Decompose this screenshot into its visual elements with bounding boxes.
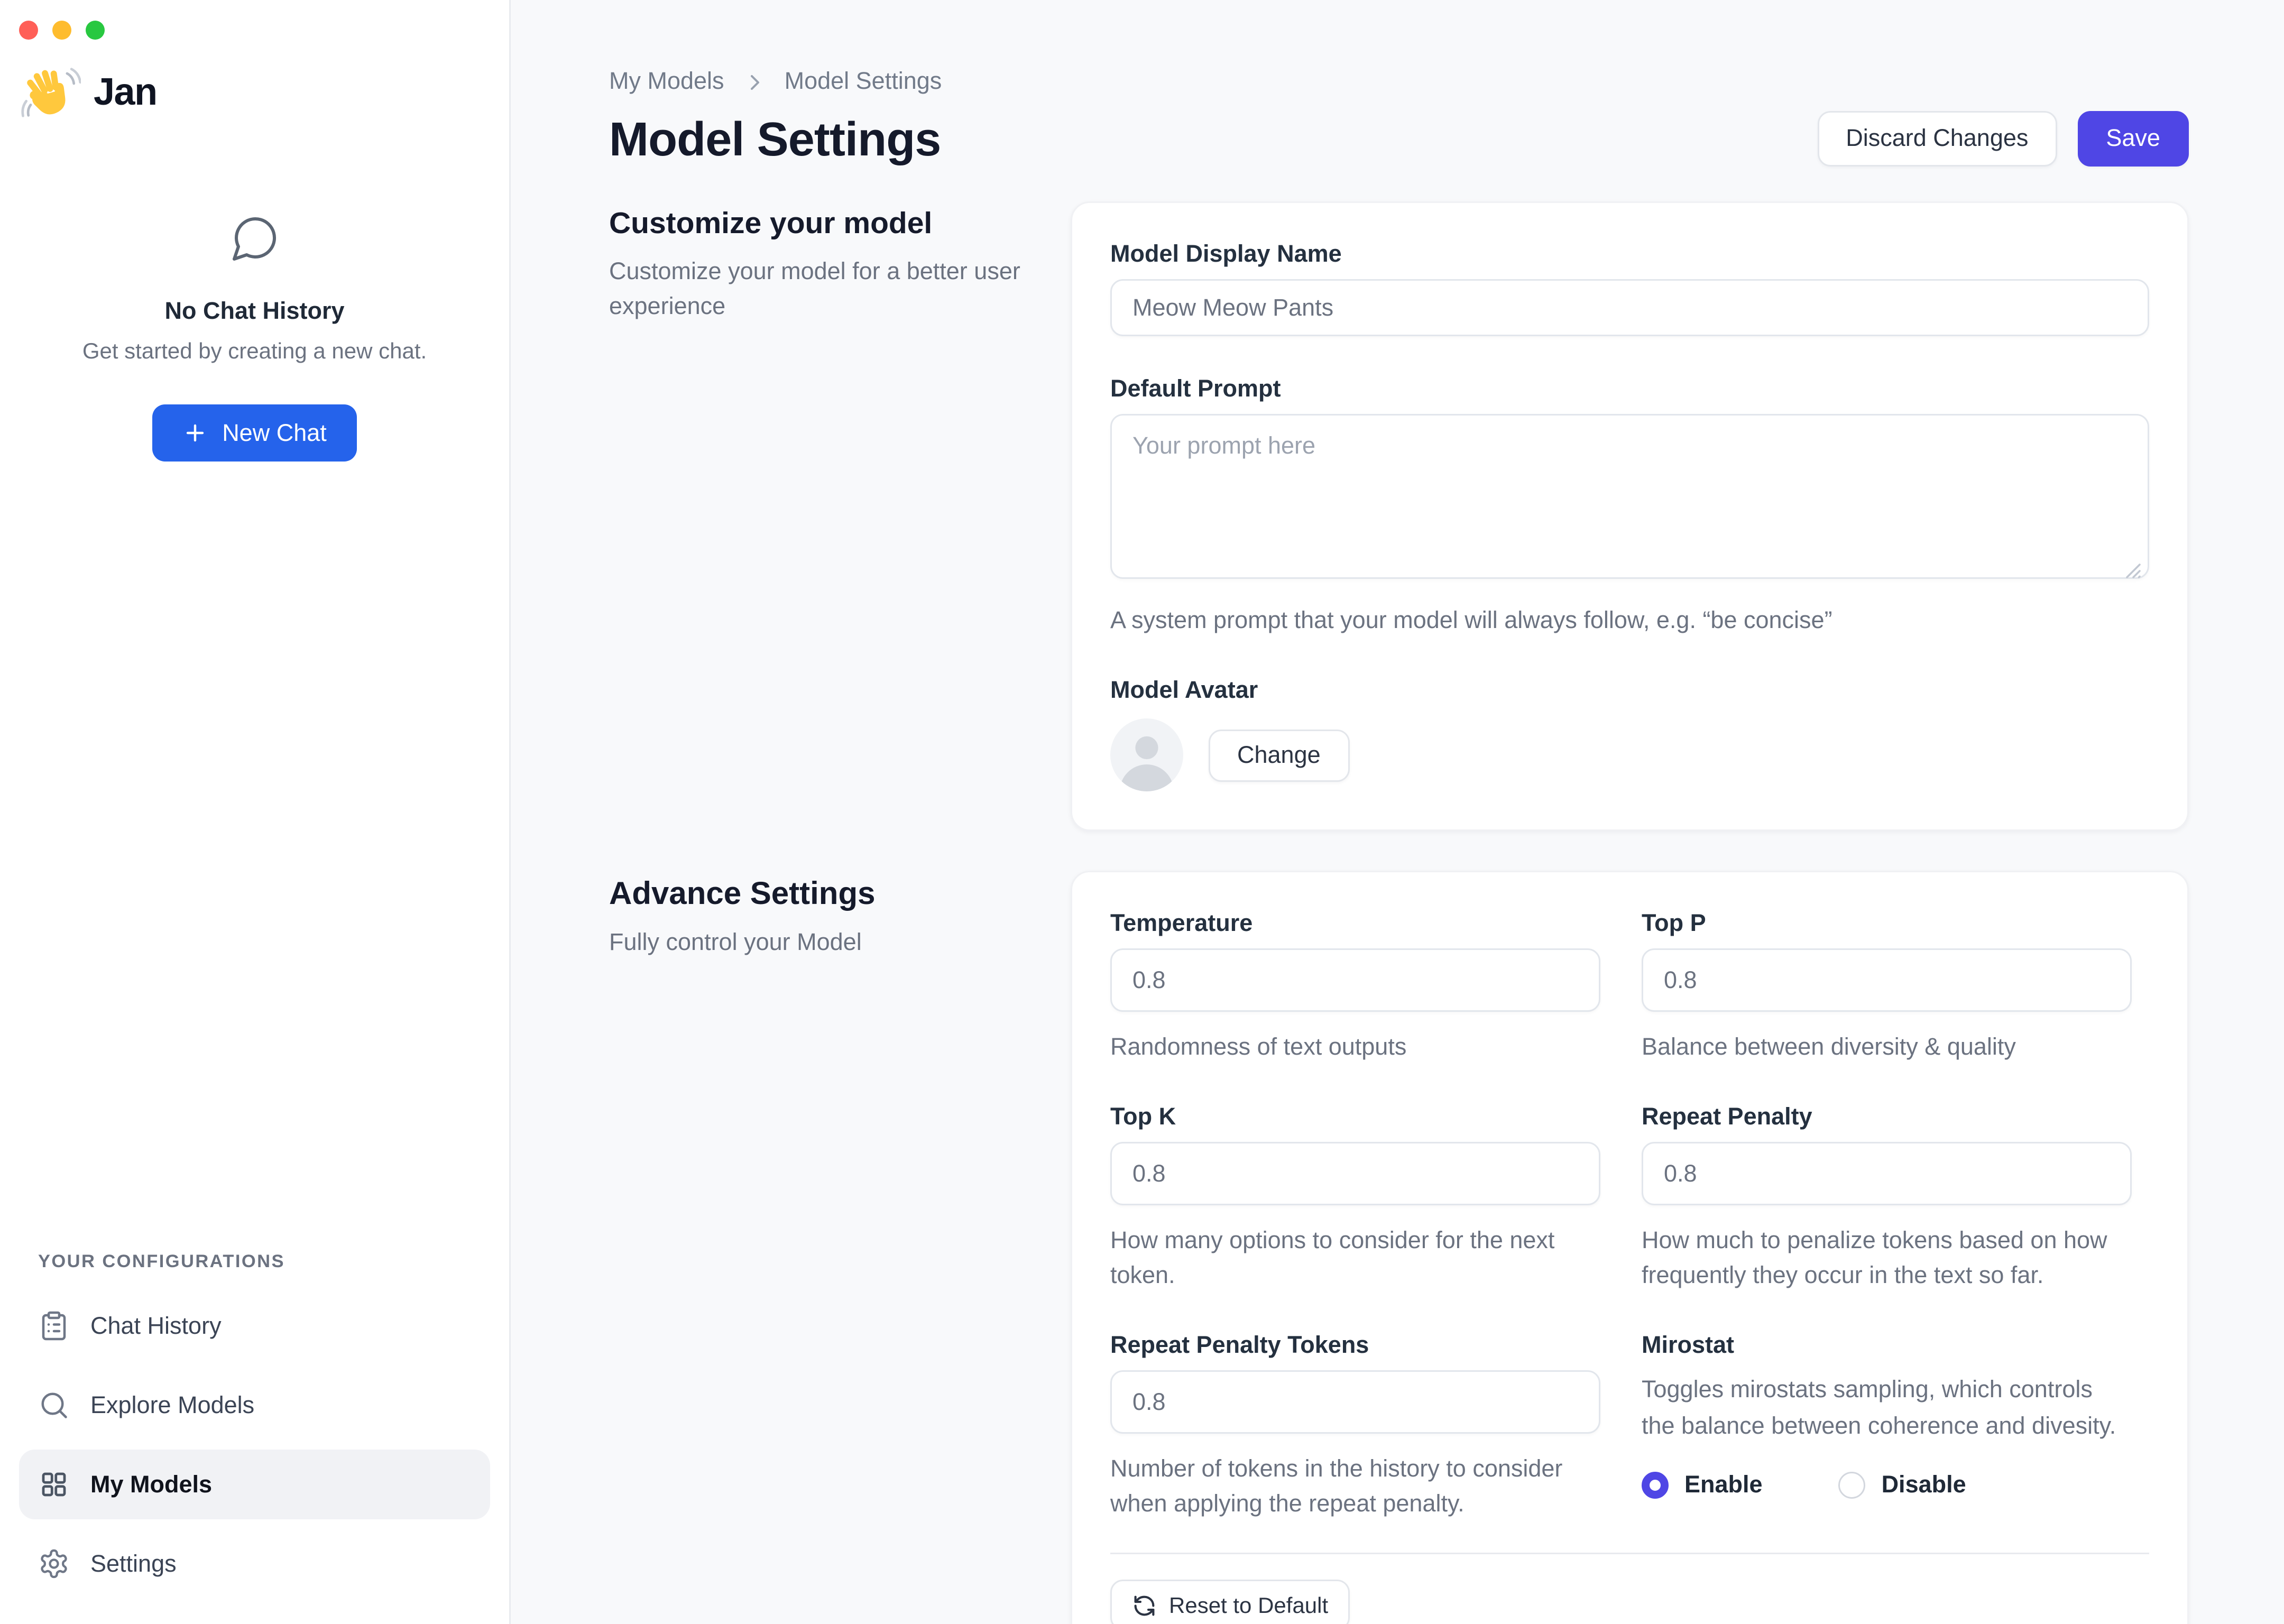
- close-window-button[interactable]: [19, 21, 38, 40]
- window-controls: [19, 21, 105, 40]
- repeat-penalty-input[interactable]: [1642, 1142, 2132, 1205]
- chat-empty-state: No Chat History Get started by creating …: [0, 213, 509, 462]
- temperature-helper: Randomness of text outputs: [1110, 1034, 1407, 1061]
- model-display-name-input[interactable]: [1110, 279, 2149, 336]
- zoom-window-button[interactable]: [86, 21, 105, 40]
- app-name: Jan: [94, 71, 158, 114]
- mirostat-enable-option[interactable]: Enable: [1642, 1472, 1763, 1499]
- customize-section: Customize your model Customize your mode…: [609, 201, 2189, 831]
- reset-to-default-button[interactable]: Reset to Default: [1110, 1580, 1351, 1624]
- page-title: Model Settings: [609, 114, 941, 167]
- repeat-penalty-label: Repeat Penalty: [1642, 1104, 1812, 1131]
- temperature-field: Temperature Randomness of text outputs: [1110, 910, 1600, 1066]
- new-chat-button[interactable]: New Chat: [152, 404, 357, 462]
- waving-hand-icon: [21, 63, 81, 124]
- repeat-penalty-helper: How much to penalize tokens based on how…: [1642, 1228, 2107, 1289]
- main-panel: My Models Model Settings Model Settings …: [511, 0, 2284, 1624]
- default-prompt-helper: A system prompt that your model will alw…: [1110, 607, 1832, 634]
- top-k-label: Top K: [1110, 1104, 1176, 1131]
- app-logo: Jan: [21, 63, 158, 124]
- mirostat-field: Mirostat Toggles mirostats sampling, whi…: [1642, 1332, 2132, 1522]
- advanced-heading: Advance Settings: [609, 877, 876, 912]
- top-k-input[interactable]: [1110, 1142, 1600, 1205]
- reset-to-default-label: Reset to Default: [1169, 1592, 1329, 1618]
- breadcrumb: My Models Model Settings: [609, 68, 2189, 95]
- repeat-penalty-tokens-helper: Number of tokens in the history to consi…: [1110, 1456, 1563, 1518]
- chevron-right-icon: [742, 69, 767, 95]
- top-p-helper: Balance between diversity & quality: [1642, 1034, 2016, 1061]
- empty-state-title: No Chat History: [164, 298, 345, 325]
- mirostat-label: Mirostat: [1642, 1332, 1735, 1359]
- plus-icon: [182, 420, 208, 446]
- card-divider: [1110, 1553, 2149, 1554]
- advanced-card: Temperature Randomness of text outputs T…: [1071, 871, 2189, 1624]
- advanced-section-intro: Advance Settings Fully control your Mode…: [609, 871, 1071, 961]
- customize-section-intro: Customize your model Customize your mode…: [609, 201, 1071, 325]
- discard-changes-button[interactable]: Discard Changes: [1817, 111, 2057, 167]
- radio-unselected-icon[interactable]: [1838, 1472, 1866, 1499]
- top-p-input[interactable]: [1642, 948, 2132, 1012]
- empty-state-subtitle: Get started by creating a new chat.: [82, 338, 427, 363]
- customize-card: Model Display Name Default Prompt A syst…: [1071, 201, 2189, 831]
- model-display-name-label: Model Display Name: [1110, 241, 1342, 268]
- header-actions: Discard Changes Save: [1817, 111, 2189, 167]
- clipboard-icon: [38, 1310, 70, 1342]
- sidebar-item-label: Explore Models: [90, 1391, 255, 1419]
- minimize-window-button[interactable]: [52, 21, 71, 40]
- new-chat-label: New Chat: [222, 419, 327, 447]
- sidebar-item-explore-models[interactable]: Explore Models: [19, 1370, 490, 1440]
- breadcrumb-my-models[interactable]: My Models: [609, 68, 724, 95]
- top-k-helper: How many options to consider for the nex…: [1110, 1228, 1555, 1289]
- sidebar-item-settings[interactable]: Settings: [19, 1529, 490, 1599]
- mirostat-disable-label: Disable: [1881, 1472, 1966, 1499]
- default-prompt-label: Default Prompt: [1110, 376, 1281, 403]
- top-p-label: Top P: [1642, 910, 1706, 937]
- temperature-input[interactable]: [1110, 948, 1600, 1012]
- mirostat-helper: Toggles mirostats sampling, which contro…: [1642, 1377, 2116, 1440]
- nav-section-label: YOUR CONFIGURATIONS: [38, 1253, 285, 1272]
- radio-selected-icon[interactable]: [1642, 1472, 1669, 1499]
- model-avatar-label: Model Avatar: [1110, 677, 1258, 704]
- mirostat-disable-option[interactable]: Disable: [1838, 1472, 1966, 1499]
- breadcrumb-model-settings[interactable]: Model Settings: [784, 68, 942, 95]
- top-p-field: Top P Balance between diversity & qualit…: [1642, 910, 2132, 1066]
- sidebar-item-chat-history[interactable]: Chat History: [19, 1291, 490, 1361]
- gear-icon: [38, 1548, 70, 1580]
- sidebar-item-label: Settings: [90, 1550, 177, 1577]
- repeat-penalty-tokens-field: Repeat Penalty Tokens Number of tokens i…: [1110, 1332, 1600, 1522]
- repeat-penalty-tokens-label: Repeat Penalty Tokens: [1110, 1332, 1369, 1359]
- repeat-penalty-tokens-input[interactable]: [1110, 1370, 1600, 1434]
- sidebar-item-label: My Models: [90, 1471, 213, 1498]
- repeat-penalty-field: Repeat Penalty How much to penalize toke…: [1642, 1104, 2132, 1294]
- sidebar-item-label: Chat History: [90, 1312, 222, 1340]
- default-prompt-textarea[interactable]: [1110, 414, 2149, 579]
- advanced-subheading: Fully control your Model: [609, 929, 862, 956]
- top-k-field: Top K How many options to consider for t…: [1110, 1104, 1600, 1294]
- search-icon: [38, 1389, 70, 1421]
- mirostat-enable-label: Enable: [1684, 1472, 1763, 1499]
- refresh-icon: [1132, 1593, 1156, 1617]
- chat-bubble-icon: [229, 213, 280, 263]
- temperature-label: Temperature: [1110, 910, 1253, 937]
- change-avatar-button[interactable]: Change: [1209, 728, 1349, 781]
- customize-heading: Customize your model: [609, 208, 933, 241]
- sidebar-nav: YOUR CONFIGURATIONS Chat History: [19, 1253, 490, 1599]
- model-avatar-row: Change: [1110, 718, 2149, 791]
- avatar: [1110, 718, 1183, 791]
- sidebar: Jan No Chat History Get started by creat…: [0, 0, 511, 1624]
- save-button[interactable]: Save: [2077, 111, 2189, 167]
- sidebar-item-my-models[interactable]: My Models: [19, 1450, 490, 1519]
- grid-icon: [38, 1469, 70, 1500]
- advanced-section: Advance Settings Fully control your Mode…: [609, 871, 2189, 1624]
- customize-subheading: Customize your model for a better user e…: [609, 259, 1020, 320]
- mirostat-radio-group: Enable Disable: [1642, 1472, 2132, 1499]
